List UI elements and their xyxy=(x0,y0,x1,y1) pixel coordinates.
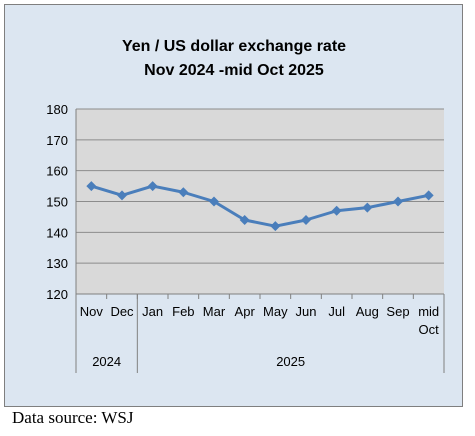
y-tick-label: 140 xyxy=(46,225,68,240)
data-point-marker xyxy=(239,215,250,225)
x-category-label: Jun xyxy=(296,304,317,319)
x-category-label: mid xyxy=(418,304,439,319)
data-point-marker xyxy=(147,181,158,192)
data-point-marker xyxy=(301,215,311,225)
data-point-marker xyxy=(362,202,373,213)
x-category-label: Mar xyxy=(203,304,226,319)
y-tick-label: 120 xyxy=(46,287,68,302)
chart-title-line-1: Yen / US dollar exchange rate xyxy=(122,38,346,55)
chart-title-line-2: Nov 2024 -mid Oct 2025 xyxy=(144,62,324,79)
chart: Yen / US dollar exchange rate Nov 2024 -… xyxy=(46,38,445,373)
x-category-label: Feb xyxy=(172,304,194,319)
x-group-label: 2025 xyxy=(276,354,305,369)
x-category-label: Jul xyxy=(328,304,345,319)
y-tick-label: 170 xyxy=(46,133,68,148)
data-point-marker xyxy=(270,221,281,232)
x-category-label: Jan xyxy=(142,304,163,319)
x-category-label: Dec xyxy=(110,304,134,319)
data-source-note: Data source: WSJ xyxy=(12,408,134,427)
x-category-label: Nov xyxy=(80,304,104,319)
x-category-label: May xyxy=(263,304,288,319)
x-category-label: Apr xyxy=(235,304,256,319)
data-point-marker xyxy=(423,190,434,201)
x-category-label: Oct xyxy=(419,322,440,337)
data-point-marker xyxy=(178,187,189,198)
x-group-label: 2024 xyxy=(92,354,121,369)
y-tick-label: 150 xyxy=(46,195,68,210)
series-line xyxy=(90,184,429,228)
y-tick-label: 160 xyxy=(46,164,68,179)
y-tick-label: 130 xyxy=(46,256,68,271)
data-point-marker xyxy=(209,196,219,207)
x-category-label: Sep xyxy=(386,304,409,319)
data-point-marker xyxy=(331,205,342,216)
x-category-label: Aug xyxy=(356,304,379,319)
data-point-marker xyxy=(393,196,403,207)
chart-frame: Yen / US dollar exchange rate Nov 2024 -… xyxy=(4,4,463,407)
y-tick-label: 180 xyxy=(46,102,68,117)
data-point-marker xyxy=(117,190,127,201)
data-point-marker xyxy=(86,181,97,192)
